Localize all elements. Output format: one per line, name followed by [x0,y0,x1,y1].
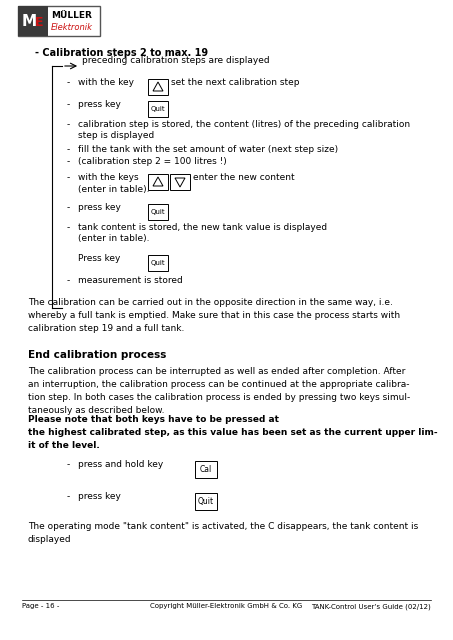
Text: M: M [22,13,37,29]
Text: fill the tank with the set amount of water (next step size): fill the tank with the set amount of wat… [78,145,338,154]
Text: -: - [67,276,70,285]
Text: -: - [67,492,70,501]
Bar [195,493,217,510]
Bar [18,6,100,36]
Text: The operating mode "tank content" is activated, the C disappears, the tank conte: The operating mode "tank content" is act… [28,522,418,544]
Bar [148,174,168,190]
Text: preceding calibration steps are displayed: preceding calibration steps are displaye… [82,56,270,65]
Bar [148,255,168,271]
Text: press and hold key: press and hold key [78,460,163,469]
Bar [148,101,168,117]
Text: TANK-Control User’s Guide (02/12): TANK-Control User’s Guide (02/12) [311,603,431,609]
Text: (enter in table).: (enter in table). [78,234,149,243]
Text: Press key: Press key [78,254,120,263]
Text: (calibration step 2 = 100 litres !): (calibration step 2 = 100 litres !) [78,157,227,166]
Text: -: - [67,157,70,166]
Polygon shape [175,178,185,187]
Polygon shape [153,177,163,186]
Text: Quit: Quit [151,106,165,112]
Text: (enter in table).: (enter in table). [78,185,149,194]
Bar [148,204,168,220]
Text: -: - [67,145,70,154]
Polygon shape [153,82,163,91]
Text: The calibration process can be interrupted as well as ended after completion. Af: The calibration process can be interrupt… [28,367,410,415]
Text: -: - [67,203,70,212]
Text: Please note that both keys have to be pressed at
the highest calibrated step, as: Please note that both keys have to be pr… [28,415,438,450]
Bar [195,461,217,478]
Text: -: - [67,223,70,232]
Text: - Calibration steps 2 to max. 19: - Calibration steps 2 to max. 19 [35,48,208,58]
Text: End calibration process: End calibration process [28,350,166,360]
Text: with the key: with the key [78,78,134,87]
Text: -: - [67,100,70,109]
Text: E: E [35,17,43,29]
Text: with the keys: with the keys [78,173,139,182]
Text: -: - [67,78,70,87]
Text: Cal: Cal [200,465,212,474]
Text: Quit: Quit [151,209,165,215]
Text: Quit: Quit [198,497,214,506]
Text: calibration step is stored, the content (litres) of the preceding calibration: calibration step is stored, the content … [78,120,410,129]
Text: -: - [67,120,70,129]
Text: The calibration can be carried out in the opposite direction in the same way, i.: The calibration can be carried out in th… [28,298,400,333]
Bar [170,174,190,190]
Text: press key: press key [78,100,121,109]
Text: step is displayed: step is displayed [78,131,154,140]
Text: press key: press key [78,492,121,501]
Text: Copyright Müller-Elektronik GmbH & Co. KG: Copyright Müller-Elektronik GmbH & Co. K… [150,603,302,609]
Text: -: - [67,460,70,469]
Text: Elektronik: Elektronik [51,24,93,33]
Text: Page - 16 -: Page - 16 - [22,603,59,609]
Text: set the next calibration step: set the next calibration step [171,78,299,87]
Bar [148,79,168,95]
Text: -: - [67,173,70,182]
Bar [18,6,48,36]
Text: MÜLLER: MÜLLER [51,12,92,20]
Text: enter the new content: enter the new content [193,173,294,182]
Text: Quit: Quit [151,260,165,266]
Text: press key: press key [78,203,121,212]
Text: tank content is stored, the new tank value is displayed: tank content is stored, the new tank val… [78,223,327,232]
Text: measurement is stored: measurement is stored [78,276,183,285]
